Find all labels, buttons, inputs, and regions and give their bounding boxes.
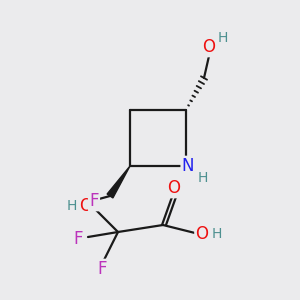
Polygon shape	[107, 166, 130, 198]
Text: F: F	[73, 230, 83, 248]
Text: O: O	[196, 225, 208, 243]
Text: O: O	[167, 179, 181, 197]
Text: H: H	[218, 31, 228, 45]
Text: H: H	[212, 227, 222, 241]
Text: H: H	[67, 199, 77, 213]
Text: N: N	[182, 157, 194, 175]
Text: H: H	[198, 171, 208, 185]
Text: O: O	[80, 197, 92, 215]
Text: O: O	[202, 38, 215, 56]
Text: F: F	[97, 260, 107, 278]
Text: F: F	[89, 192, 99, 210]
